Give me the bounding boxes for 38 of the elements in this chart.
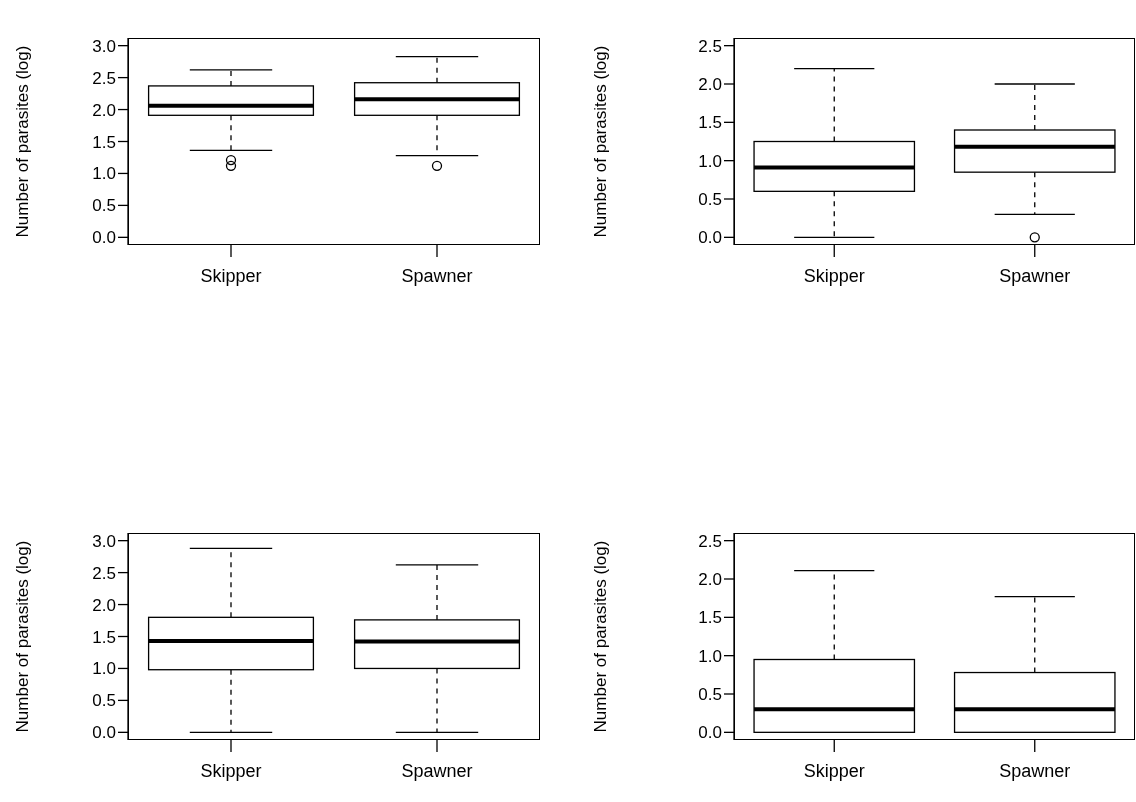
y-tick-label: 0.0 — [698, 228, 722, 248]
y-tick-label: 0.0 — [92, 228, 116, 248]
y-tick-label: 2.5 — [92, 68, 116, 88]
y-tick-label: 0.5 — [92, 196, 116, 216]
y-tick-label: 2.0 — [92, 100, 116, 120]
y-tick-label: 2.5 — [698, 531, 722, 551]
y-tick-label: 1.0 — [698, 646, 722, 666]
y-tick-label: 0.5 — [92, 691, 116, 711]
y-axis-title: Number of parasites (log) — [591, 45, 610, 238]
y-tick-label: 3.0 — [92, 531, 116, 551]
x-tick-label: Skipper — [200, 265, 262, 286]
x-tick-label: Spawner — [999, 265, 1071, 286]
y-tick-label: 0.0 — [92, 723, 116, 743]
y-tick-label: 1.5 — [92, 132, 116, 152]
y-tick-label: 1.0 — [92, 164, 116, 184]
y-tick-label: 1.0 — [698, 151, 722, 171]
y-tick-label: 1.0 — [92, 659, 116, 679]
y-tick-label: 2.5 — [92, 563, 116, 583]
y-tick-label: 2.0 — [92, 595, 116, 615]
y-tick-label: 0.5 — [698, 685, 722, 705]
y-tick-label: 2.0 — [698, 75, 722, 95]
y-tick-label: 3.0 — [92, 36, 116, 56]
x-tick-label: Spawner — [401, 760, 473, 781]
y-axis-title: Number of parasites (log) — [13, 540, 32, 733]
y-axis-title: Number of parasites (log) — [13, 45, 32, 238]
y-tick-label: 2.5 — [698, 36, 722, 56]
y-tick-label: 0.5 — [698, 190, 722, 210]
x-tick-label: Skipper — [803, 760, 865, 781]
y-tick-label: 1.5 — [92, 627, 116, 647]
x-tick-label: Spawner — [999, 760, 1071, 781]
x-tick-label: Skipper — [803, 265, 865, 286]
y-tick-label: 0.0 — [698, 723, 722, 743]
x-tick-label: Skipper — [200, 760, 262, 781]
y-tick-label: 1.5 — [698, 113, 722, 133]
y-tick-label: 1.5 — [698, 608, 722, 628]
y-tick-label: 2.0 — [698, 570, 722, 590]
x-tick-label: Spawner — [401, 265, 473, 286]
y-axis-title: Number of parasites (log) — [591, 540, 610, 733]
